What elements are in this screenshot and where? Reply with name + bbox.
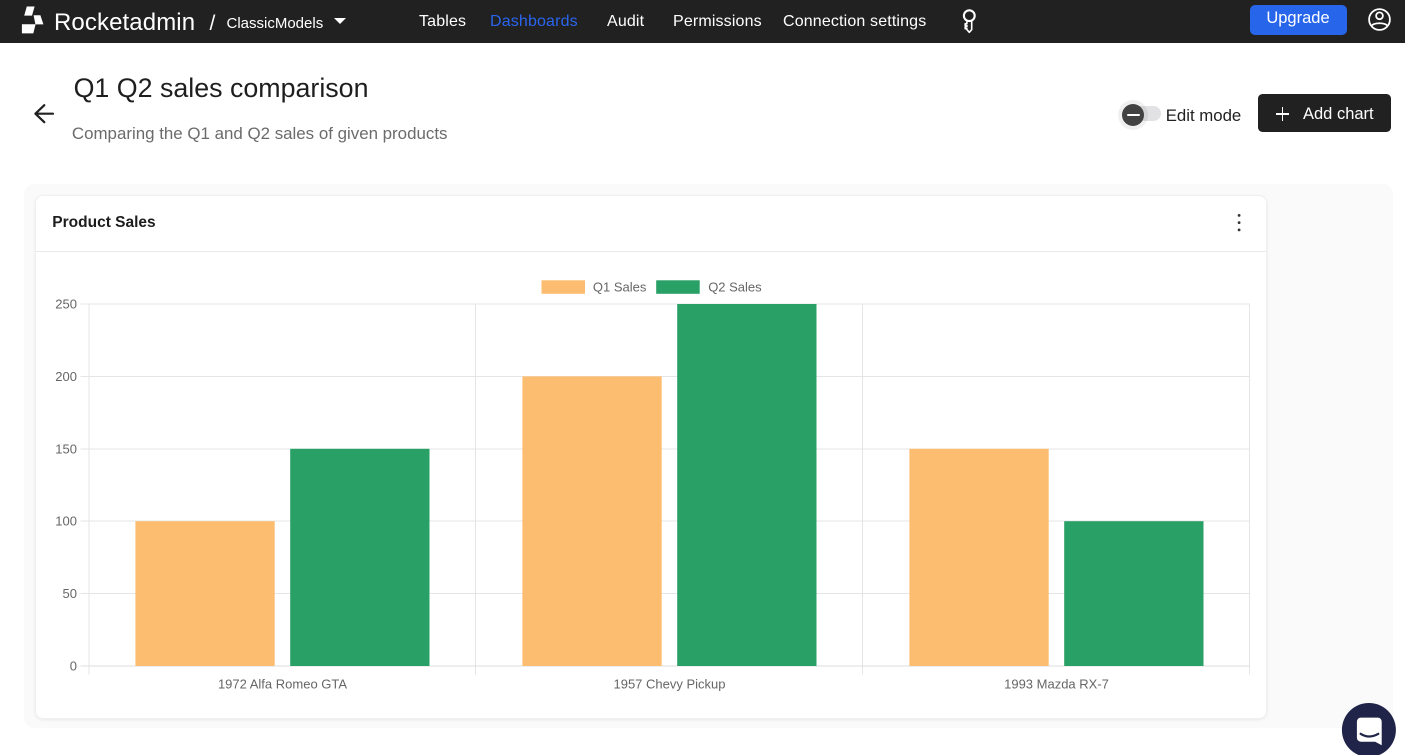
svg-text:50: 50	[63, 586, 77, 601]
svg-text:Q1 Sales: Q1 Sales	[593, 280, 647, 295]
svg-text:Q2 Sales: Q2 Sales	[708, 280, 762, 295]
svg-text:250: 250	[55, 297, 77, 312]
svg-text:1972 Alfa Romeo GTA: 1972 Alfa Romeo GTA	[218, 677, 347, 692]
svg-text:0: 0	[70, 659, 77, 674]
svg-text:100: 100	[55, 514, 77, 529]
svg-text:200: 200	[55, 369, 77, 384]
svg-text:1957 Chevy Pickup: 1957 Chevy Pickup	[613, 677, 725, 692]
svg-text:1993 Mazda RX-7: 1993 Mazda RX-7	[1004, 677, 1109, 692]
svg-text:150: 150	[55, 441, 77, 456]
